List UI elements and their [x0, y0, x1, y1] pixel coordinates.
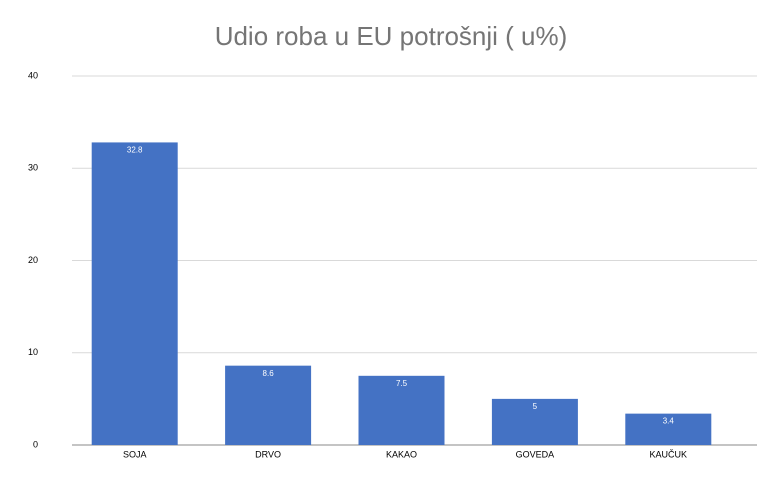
x-tick-label: SOJA: [123, 449, 147, 459]
x-tick-label: KAKAO: [386, 449, 417, 459]
bar: [491, 398, 578, 445]
y-tick-label: 10: [28, 347, 38, 357]
y-tick-label: 0: [33, 439, 38, 449]
x-tick-label: GOVEDA: [516, 449, 555, 459]
x-tick-label: DRVO: [255, 449, 281, 459]
y-tick-label: 20: [28, 255, 38, 265]
value-label: 7.5: [396, 379, 408, 388]
value-label: 3.4: [663, 417, 675, 426]
y-tick-label: 30: [28, 163, 38, 173]
bar: [91, 142, 178, 446]
y-tick-label: 40: [28, 70, 38, 80]
bar: [625, 413, 712, 445]
bar: [225, 365, 312, 445]
x-tick-label: KAUČUK: [650, 449, 688, 459]
value-label: 32.8: [127, 146, 143, 155]
bar: [358, 375, 445, 445]
value-label: 5: [533, 402, 538, 411]
chart-title: Udio roba u EU potrošnji ( u%): [215, 21, 568, 51]
value-label: 8.6: [263, 369, 275, 378]
